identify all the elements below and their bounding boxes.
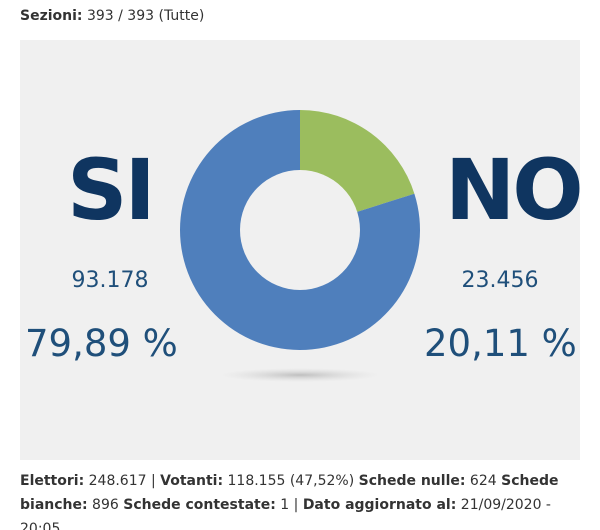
no-percent: 20,11 % xyxy=(424,322,577,365)
turnout-label: Votanti: xyxy=(160,473,224,489)
voters-label: Elettori: xyxy=(20,473,85,489)
blank-ballots-label: Schede bianche: xyxy=(20,473,559,513)
yes-percent: 79,89 % xyxy=(25,322,178,365)
yes-label: SI xyxy=(67,141,156,239)
contested-ballots-label: Schede contestate: xyxy=(123,497,276,513)
separator: | xyxy=(150,473,156,489)
separator: | xyxy=(293,497,299,513)
updated-value: 21/09/2020 - 20:05 xyxy=(20,497,551,530)
null-ballots-value: 624 xyxy=(469,473,497,489)
updated-label: Dato aggiornato al: xyxy=(302,497,457,513)
contested-ballots-value: 1 xyxy=(280,497,290,513)
chart-shadow xyxy=(220,368,380,382)
turnout-value: 118.155 (47,52%) xyxy=(227,473,355,489)
results-panel: SI 93.178 79,89 % NO 23.456 20,11 % xyxy=(20,40,584,460)
turnout-footer: Elettori: 248.617 | Votanti: 118.155 (47… xyxy=(20,469,585,530)
sections-summary: Sezioni: 393 / 393 (Tutte) xyxy=(20,6,204,26)
sections-label: Sezioni: xyxy=(20,8,83,24)
yes-votes: 93.178 xyxy=(71,268,149,293)
blank-ballots-value: 896 xyxy=(92,497,119,513)
no-label: NO xyxy=(445,141,584,239)
donut-chart xyxy=(180,110,420,390)
no-votes: 23.456 xyxy=(461,268,539,293)
donut-hole xyxy=(240,170,360,290)
null-ballots-label: Schede nulle: xyxy=(358,473,466,489)
donut-chart-svg xyxy=(180,110,420,382)
sections-value: 393 / 393 (Tutte) xyxy=(86,8,205,24)
voters-value: 248.617 xyxy=(88,473,147,489)
